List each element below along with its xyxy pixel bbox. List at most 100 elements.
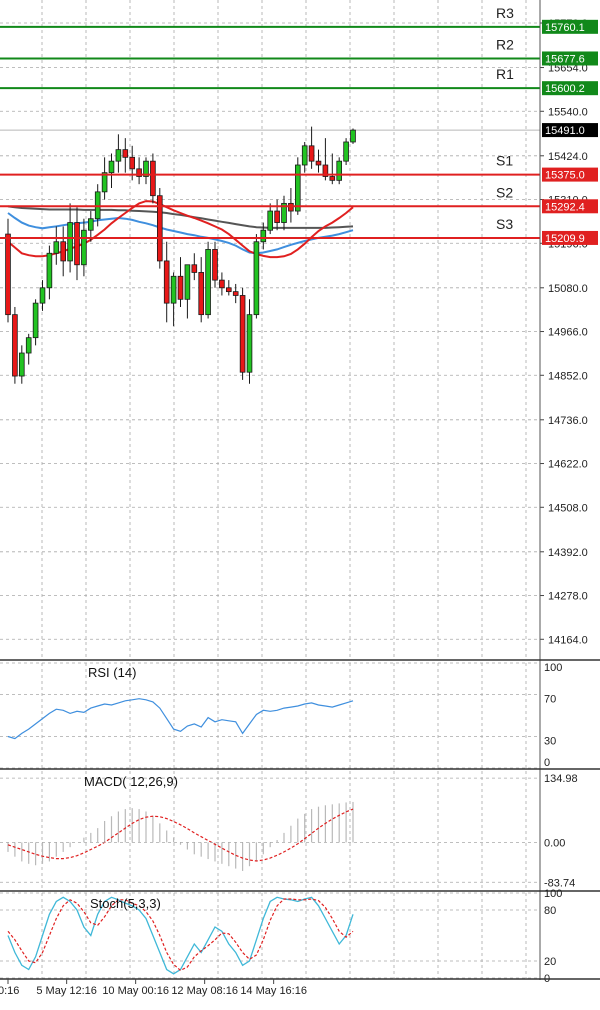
- stoch-tick-label: 80: [544, 905, 556, 917]
- rsi-tick-label: 70: [544, 694, 556, 706]
- candle-bullish: [53, 241, 60, 254]
- candle-bearish: [5, 233, 11, 316]
- current-price-label: 15491.0: [545, 125, 585, 137]
- candle-bearish: [74, 222, 80, 266]
- moving-average-line: [7, 205, 354, 229]
- level-name-s1: S1: [496, 153, 513, 169]
- rsi-line: [7, 698, 354, 740]
- stoch-tick-label: 100: [544, 888, 562, 900]
- candle-bearish: [239, 295, 246, 373]
- rsi-tick-label: 30: [544, 736, 556, 748]
- moving-average-line: [7, 212, 354, 255]
- candle-bearish: [177, 275, 184, 300]
- x-axis: 0:16 5 May 12:16 10 May 00:16 12 May 08:16 1…: [0, 979, 307, 997]
- rsi-tick-label: 100: [544, 662, 562, 674]
- price-tick-label: 15654.0: [548, 63, 588, 75]
- candle-bullish: [67, 222, 73, 262]
- candle-bearish: [308, 145, 315, 162]
- candle-bullish: [281, 202, 287, 223]
- level-price-label: 15600.2: [545, 83, 585, 95]
- candle-bullish: [32, 302, 39, 339]
- x-tick-label: 5 May 12:16: [36, 985, 97, 997]
- price-tick-label: 14278.0: [548, 591, 588, 603]
- candle-bullish: [350, 129, 356, 143]
- price-tick-label: 14852.0: [548, 370, 588, 382]
- x-tick-label: 10 May 00:16: [102, 985, 169, 997]
- candle-bullish: [294, 164, 301, 212]
- candle-bearish: [225, 287, 232, 293]
- candle-bearish: [12, 314, 18, 377]
- candle-bullish: [260, 229, 267, 243]
- level-name-r3: R3: [496, 5, 514, 21]
- level-price-label: 15760.1: [545, 22, 585, 34]
- macd-tick-label: 134.98: [544, 773, 578, 785]
- candle-bearish: [129, 156, 136, 170]
- candle-bullish: [205, 249, 211, 316]
- level-price-label: 15209.9: [545, 233, 585, 245]
- price-tick-label: 14392.0: [548, 547, 588, 559]
- candle-bullish: [25, 337, 32, 354]
- price-tick-label: 15540.0: [548, 106, 588, 118]
- price-tick-label: 14622.0: [548, 459, 588, 471]
- level-name-r2: R2: [496, 36, 514, 52]
- candle-bearish: [212, 249, 218, 281]
- candle-bearish: [191, 264, 198, 273]
- level-price-box: [542, 51, 598, 66]
- x-tick-label: 14 May 16:16: [240, 985, 307, 997]
- candle-bearish: [322, 164, 329, 177]
- candle-bullish: [253, 241, 260, 316]
- candle-bullish: [115, 149, 122, 162]
- candle-bearish: [122, 149, 129, 158]
- level-price-box: [542, 230, 598, 245]
- price-tick-label: 14966.0: [548, 327, 588, 339]
- candle-bullish: [301, 145, 308, 166]
- macd-signal-line: [7, 808, 354, 862]
- candle-bullish: [101, 172, 108, 193]
- price-tick-label: 15424.0: [548, 151, 588, 163]
- macd-tick-label: -83.74: [544, 877, 575, 889]
- candle-bullish: [336, 160, 342, 181]
- level-price-box: [542, 199, 598, 214]
- level-price-label: 15677.6: [545, 53, 585, 65]
- level-name-s3: S3: [496, 216, 513, 232]
- macd-title: MACD( 12,26,9): [84, 774, 178, 789]
- macd-panel: 134.98 0.00 -83.74 MACD( 12,26,9): [0, 773, 600, 892]
- candle-bearish: [163, 260, 170, 304]
- macd-tick-label: 0.00: [544, 837, 565, 849]
- price-tick-label: 15080.0: [548, 283, 588, 295]
- candle-bullish: [46, 252, 53, 289]
- level-name-s2: S2: [496, 184, 513, 200]
- candle-bullish: [108, 160, 115, 174]
- candle-bullish: [246, 314, 253, 373]
- stoch-title: Stoch(5,3,3): [90, 896, 161, 911]
- candle-bearish: [198, 272, 205, 316]
- level-price-box: [542, 19, 598, 34]
- candle-bullish: [267, 210, 273, 231]
- rsi-panel: 100 70 30 0 RSI (14): [0, 662, 600, 770]
- level-price-box: [542, 81, 598, 96]
- candle-bearish: [274, 210, 280, 223]
- level-price-label: 15292.4: [545, 201, 585, 213]
- candle-bearish: [232, 291, 239, 296]
- price-tick-label: 14164.0: [548, 634, 588, 646]
- current-price-box: [542, 123, 598, 138]
- candle-bearish: [156, 195, 163, 262]
- stoch-d-line: [7, 898, 354, 972]
- candle-bearish: [219, 279, 225, 289]
- candle-bearish: [60, 241, 66, 262]
- candle-bearish: [315, 160, 322, 166]
- level-price-label: 15375.0: [545, 170, 585, 182]
- price-panel: 15770.015654.015540.015424.015310.015196…: [0, 0, 600, 980]
- candle-bearish: [329, 176, 336, 181]
- rsi-title: RSI (14): [88, 665, 136, 680]
- candle-bullish: [170, 275, 177, 304]
- x-tick-label: 12 May 08:16: [171, 985, 238, 997]
- stoch-tick-label: 20: [544, 956, 556, 968]
- level-name-r1: R1: [496, 66, 514, 82]
- candle-bearish: [136, 168, 142, 177]
- price-tick-label: 14508.0: [548, 502, 588, 514]
